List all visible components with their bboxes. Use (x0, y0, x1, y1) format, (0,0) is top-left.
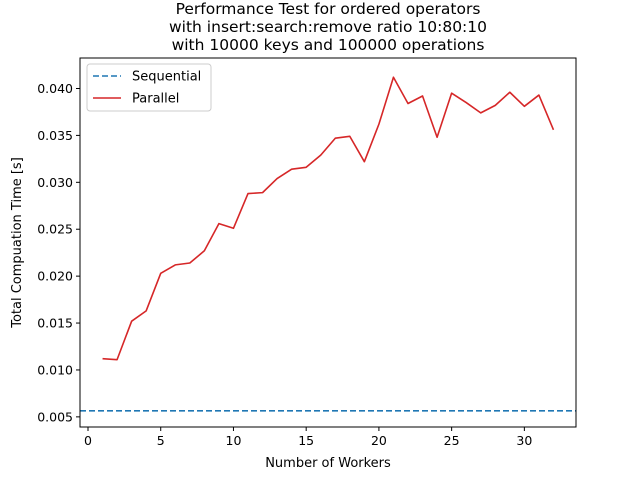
x-axis-label: Number of Workers (265, 456, 391, 471)
x-tick-label: 30 (516, 433, 532, 448)
y-tick-label: 0.040 (37, 81, 73, 96)
legend: Sequential Parallel (86, 63, 212, 112)
title-line-3: with 10000 keys and 100000 operations (172, 36, 485, 54)
x-tick-label: 10 (226, 433, 242, 448)
series-parallel-line (102, 76, 555, 361)
y-axis-label: Total Compuation Time [s] (10, 157, 25, 329)
legend-label-sequential: Sequential (132, 70, 201, 85)
legend-box (86, 63, 212, 112)
title-line-2: with insert:search:remove ratio 10:80:10 (169, 18, 487, 36)
y-tick-label: 0.030 (37, 175, 73, 190)
x-tick-label: 15 (298, 433, 314, 448)
x-tick-label: 0 (84, 433, 92, 448)
x-tick-label: 20 (371, 433, 387, 448)
plot-series (80, 76, 576, 412)
y-tick-label: 0.005 (37, 409, 73, 424)
y-tick-label: 0.025 (37, 222, 73, 237)
legend-label-parallel: Parallel (132, 92, 179, 107)
y-tick-label: 0.015 (37, 316, 73, 331)
y-tick-label: 0.010 (37, 362, 73, 377)
axis-ticks: 0 5 10 15 20 25 30 0.005 0.010 0.015 0.020 0.025 0.0… (37, 81, 532, 448)
plot-frame (79, 57, 577, 428)
title-line-1: Performance Test for ordered operators (176, 0, 481, 18)
y-tick-label: 0.035 (37, 128, 73, 143)
x-tick-label: 5 (157, 433, 165, 448)
x-tick-label: 25 (444, 433, 460, 448)
y-tick-label: 0.020 (37, 269, 73, 284)
chart-title: Performance Test for ordered operatorswi… (169, 0, 487, 54)
